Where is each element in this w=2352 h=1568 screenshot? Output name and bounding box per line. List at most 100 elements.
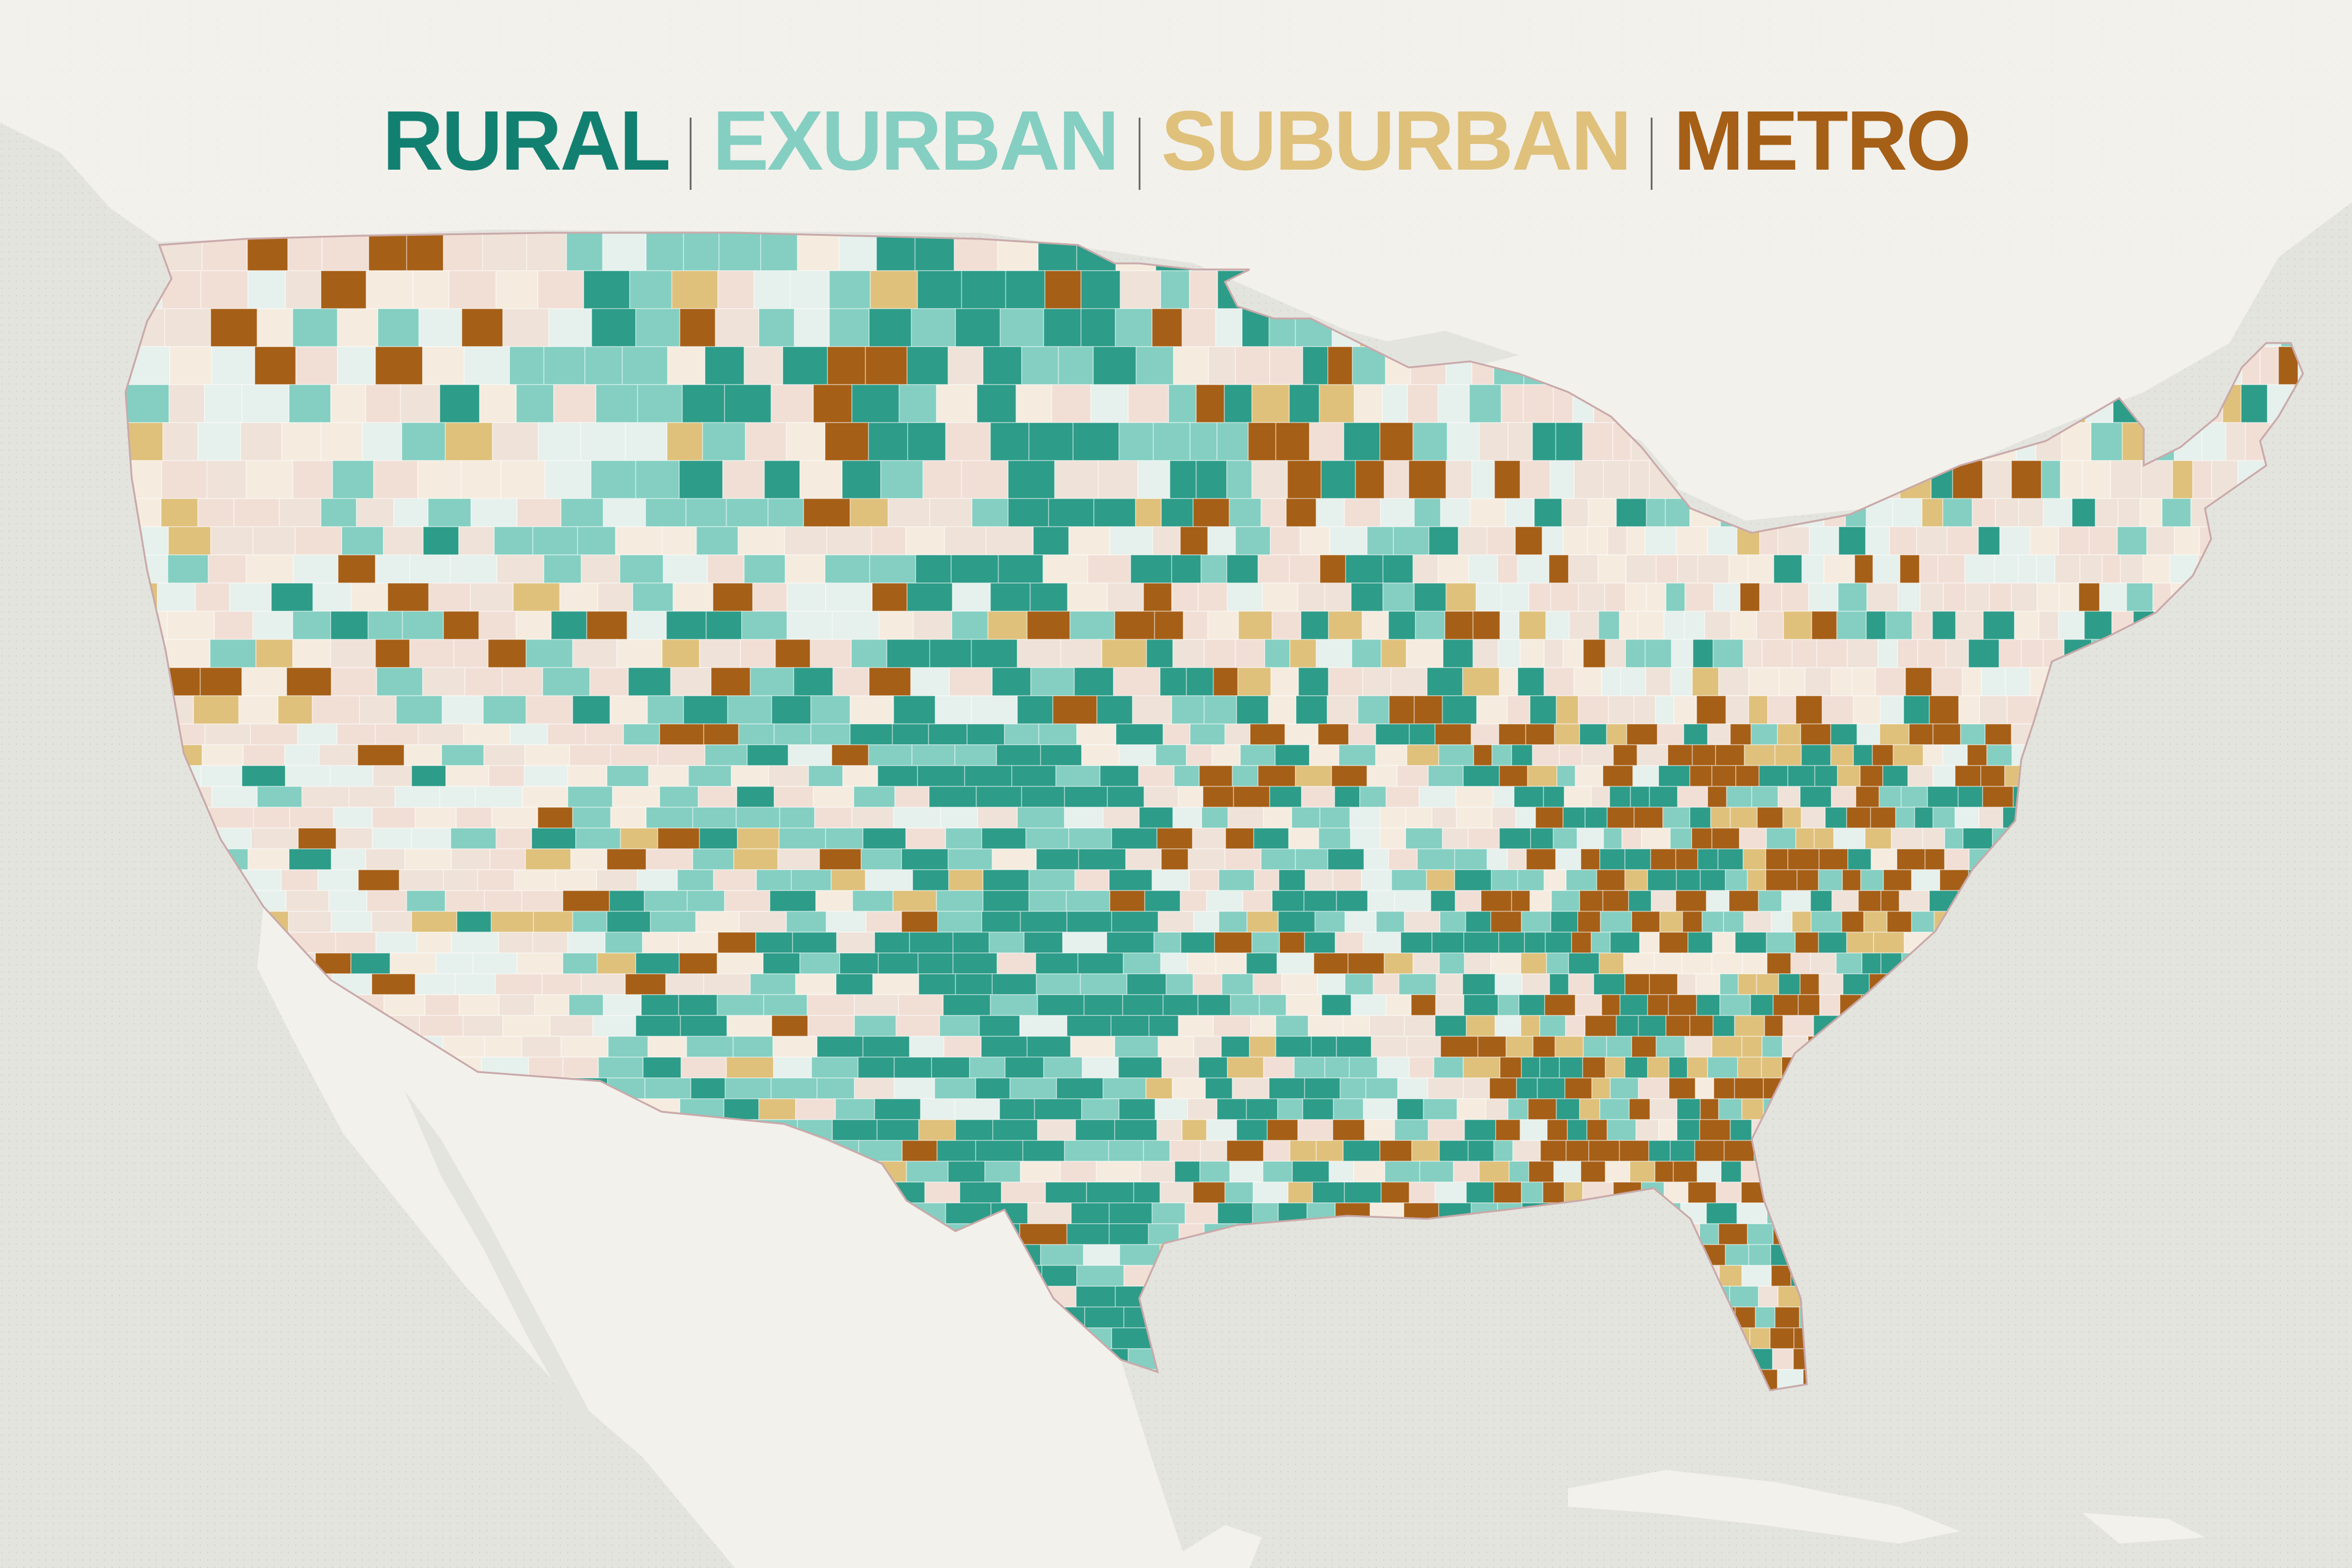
county-cell xyxy=(733,1036,774,1058)
county-cell xyxy=(281,869,318,891)
county-cell xyxy=(1603,460,1630,499)
county-cell xyxy=(944,526,987,556)
county-cell xyxy=(1464,1119,1496,1141)
county-cell xyxy=(1547,1119,1568,1141)
county-cell xyxy=(775,639,811,668)
county-cell xyxy=(443,869,478,891)
county-cell xyxy=(1532,422,1556,461)
county-cell xyxy=(516,611,552,640)
county-cell xyxy=(1042,554,1088,584)
county-cell xyxy=(752,582,788,612)
county-cell xyxy=(1647,1057,1670,1079)
county-cell xyxy=(463,723,511,745)
county-cell xyxy=(1697,848,1719,870)
county-cell xyxy=(1591,1077,1611,1099)
county-cell xyxy=(1476,695,1508,725)
county-cell xyxy=(1649,786,1678,808)
county-cell xyxy=(1367,890,1395,912)
county-cell xyxy=(842,765,878,787)
county-cell xyxy=(1113,667,1161,696)
county-cell xyxy=(880,460,924,499)
county-cell xyxy=(808,765,843,787)
county-cell xyxy=(1329,526,1368,556)
county-cell xyxy=(922,460,962,499)
county-cell xyxy=(1696,695,1727,725)
county-cell xyxy=(764,460,801,499)
county-cell xyxy=(1490,952,1521,974)
county-cell xyxy=(1257,765,1296,787)
county-cell xyxy=(1294,1057,1325,1079)
county-cell xyxy=(1738,973,1757,995)
county-cell xyxy=(1885,611,1913,640)
county-cell xyxy=(522,786,568,808)
county-cell xyxy=(1171,554,1202,584)
county-cell xyxy=(646,848,693,870)
county-cell xyxy=(1187,952,1216,974)
county-cell xyxy=(252,526,296,556)
county-cell xyxy=(1670,827,1692,850)
county-cell xyxy=(1591,786,1610,808)
county-cell xyxy=(1623,952,1655,974)
county-cell xyxy=(1261,848,1296,870)
county-cell xyxy=(954,744,997,766)
county-cell xyxy=(1676,1119,1700,1141)
county-cell xyxy=(1328,611,1363,640)
county-cell xyxy=(1456,807,1493,829)
county-cell xyxy=(500,460,546,499)
county-cell xyxy=(1972,498,1996,527)
county-cell xyxy=(753,270,791,309)
county-cell xyxy=(771,1077,818,1099)
county-cell xyxy=(1819,973,1844,995)
county-cell xyxy=(2143,554,2171,584)
county-cell xyxy=(2029,526,2059,556)
county-cell xyxy=(929,786,977,808)
county-cell xyxy=(1477,1036,1507,1058)
county-cell xyxy=(1711,1036,1743,1058)
county-cell xyxy=(1302,346,1329,385)
county-cell xyxy=(2241,384,2268,423)
county-cell xyxy=(737,827,780,850)
county-cell xyxy=(1343,1015,1370,1037)
county-cell xyxy=(1188,848,1226,870)
county-cell xyxy=(1586,1119,1608,1141)
county-cell xyxy=(320,498,357,527)
county-cell xyxy=(1564,1077,1593,1099)
county-cell xyxy=(1777,786,1801,808)
county-cell xyxy=(627,611,667,640)
county-cell xyxy=(1140,1161,1175,1183)
county-cell xyxy=(1577,827,1604,850)
county-cell xyxy=(1192,827,1226,850)
county-cell xyxy=(1353,1161,1385,1183)
county-cell xyxy=(1411,1140,1440,1162)
county-cell xyxy=(2078,582,2100,612)
county-cell xyxy=(1302,1098,1334,1120)
county-cell xyxy=(1954,807,1980,829)
county-cell xyxy=(1591,932,1611,954)
county-cell xyxy=(1044,270,1082,309)
county-cell xyxy=(1064,1140,1109,1162)
county-cell xyxy=(641,994,679,1016)
county-cell xyxy=(1543,786,1565,808)
county-cell xyxy=(1741,1036,1763,1058)
county-cell xyxy=(1865,526,1890,556)
county-cell xyxy=(928,723,968,745)
county-cell xyxy=(1860,869,1884,891)
county-cell xyxy=(1927,786,1959,808)
county-cell xyxy=(853,786,895,808)
county-cell xyxy=(534,994,570,1016)
county-cell xyxy=(1414,582,1447,612)
county-cell xyxy=(1999,526,2030,556)
county-cell xyxy=(1028,869,1076,891)
county-cell xyxy=(786,911,827,933)
county-cell xyxy=(1796,869,1819,891)
county-cell xyxy=(1463,932,1499,954)
county-cell xyxy=(411,827,451,850)
county-cell xyxy=(1287,1182,1313,1204)
county-cell xyxy=(1646,498,1666,527)
county-cell xyxy=(1544,667,1575,696)
county-cell xyxy=(785,554,826,584)
county-cell xyxy=(1404,911,1441,933)
county-cell xyxy=(1118,1057,1163,1079)
county-cell xyxy=(1566,1140,1589,1162)
county-cell xyxy=(1109,890,1145,912)
